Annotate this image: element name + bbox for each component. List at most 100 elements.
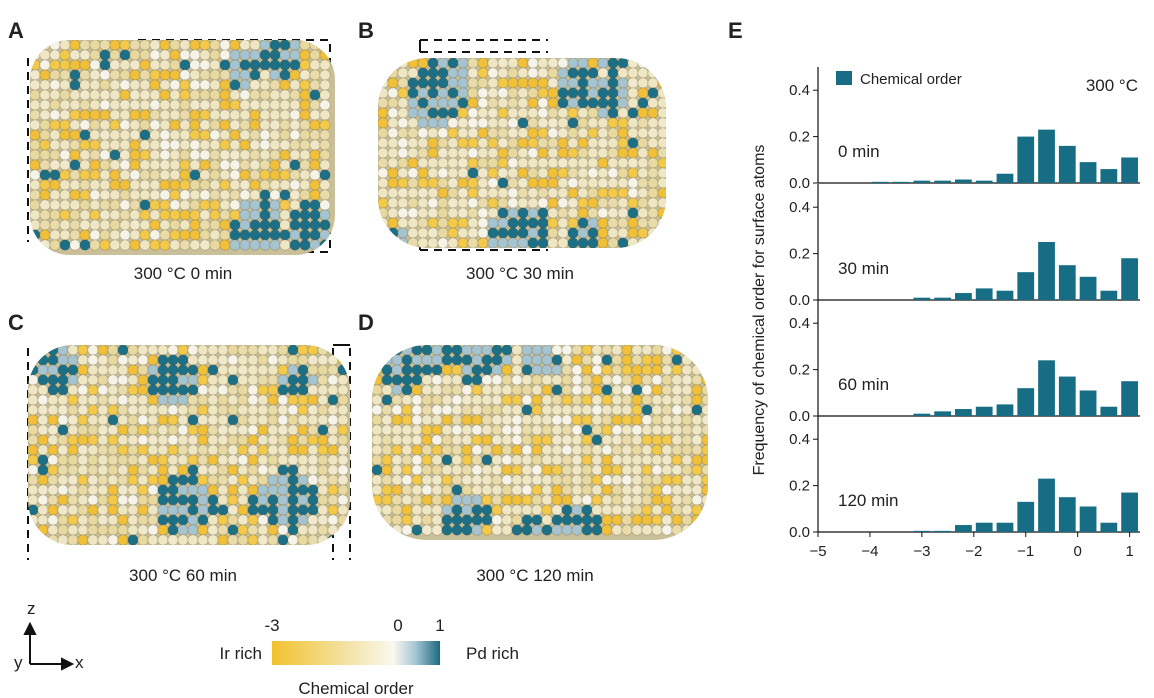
atom bbox=[69, 159, 81, 171]
atom bbox=[167, 454, 179, 466]
atom bbox=[249, 49, 261, 61]
atom bbox=[99, 79, 111, 91]
atom bbox=[441, 364, 453, 376]
atom bbox=[327, 424, 339, 436]
atom bbox=[481, 464, 493, 476]
atom bbox=[77, 504, 89, 516]
y-tick-label: 0.2 bbox=[789, 478, 810, 495]
atom bbox=[497, 127, 509, 139]
atom bbox=[527, 237, 539, 248]
atom bbox=[387, 227, 399, 239]
atom bbox=[647, 137, 659, 149]
atom bbox=[169, 129, 181, 141]
atom bbox=[237, 345, 249, 356]
atom bbox=[631, 364, 643, 376]
atom bbox=[217, 454, 229, 466]
atom bbox=[97, 414, 109, 426]
atom bbox=[337, 414, 349, 426]
atom bbox=[617, 127, 629, 139]
atom bbox=[501, 384, 513, 396]
atom bbox=[657, 117, 666, 129]
atom bbox=[378, 157, 389, 169]
atom bbox=[57, 414, 69, 426]
atom bbox=[547, 207, 559, 219]
bar bbox=[913, 530, 931, 532]
atom bbox=[109, 109, 121, 121]
atom bbox=[57, 424, 69, 436]
atom bbox=[511, 414, 523, 426]
atom bbox=[77, 384, 89, 396]
atom bbox=[597, 187, 609, 199]
atom bbox=[259, 109, 271, 121]
atom bbox=[30, 199, 41, 211]
atom bbox=[497, 227, 509, 239]
atom bbox=[147, 354, 159, 366]
atom bbox=[621, 474, 633, 486]
particle bbox=[372, 345, 708, 540]
atom bbox=[187, 434, 199, 446]
atom bbox=[47, 354, 59, 366]
atom bbox=[497, 217, 509, 229]
atom bbox=[177, 474, 189, 486]
atom bbox=[49, 139, 61, 151]
atom bbox=[97, 394, 109, 406]
atom bbox=[427, 207, 439, 219]
atom bbox=[378, 187, 389, 199]
atom bbox=[57, 484, 69, 496]
atom bbox=[591, 424, 603, 436]
atom bbox=[319, 59, 331, 71]
atom bbox=[279, 49, 291, 61]
atom bbox=[249, 129, 261, 141]
atom bbox=[431, 464, 443, 476]
atom bbox=[501, 454, 513, 466]
atom bbox=[627, 147, 639, 159]
atom bbox=[457, 97, 469, 109]
atom bbox=[487, 227, 499, 239]
atom bbox=[147, 444, 159, 456]
atom bbox=[129, 199, 141, 211]
atom bbox=[67, 464, 79, 476]
atom bbox=[127, 454, 139, 466]
atom bbox=[317, 394, 329, 406]
atom bbox=[319, 169, 331, 181]
atom bbox=[421, 414, 433, 426]
atom bbox=[169, 199, 181, 211]
atom bbox=[407, 207, 419, 219]
atom bbox=[39, 69, 51, 81]
atom bbox=[527, 58, 539, 69]
atom bbox=[117, 424, 129, 436]
atom bbox=[79, 59, 91, 71]
atom bbox=[129, 99, 141, 111]
atom bbox=[297, 494, 309, 506]
atom bbox=[337, 454, 349, 466]
atom bbox=[197, 345, 209, 356]
atom bbox=[561, 414, 573, 426]
atom bbox=[531, 504, 543, 516]
atom bbox=[541, 374, 553, 386]
atom bbox=[427, 97, 439, 109]
atom bbox=[557, 197, 569, 209]
atom bbox=[197, 474, 209, 486]
y-tick-label: 0.4 bbox=[789, 82, 810, 99]
atom bbox=[179, 119, 191, 131]
atom bbox=[547, 137, 559, 149]
atom bbox=[147, 424, 159, 436]
atom bbox=[567, 67, 579, 79]
atom bbox=[427, 157, 439, 169]
atom bbox=[299, 59, 311, 71]
atom bbox=[327, 504, 339, 516]
atom bbox=[257, 434, 269, 446]
atom bbox=[247, 484, 259, 496]
atom bbox=[28, 424, 39, 436]
atom bbox=[372, 374, 383, 386]
atom bbox=[28, 494, 39, 506]
atom bbox=[299, 209, 311, 221]
atom bbox=[607, 67, 619, 79]
atom bbox=[107, 414, 119, 426]
atom bbox=[119, 149, 131, 161]
atom bbox=[199, 189, 211, 201]
atom bbox=[681, 404, 693, 416]
atom bbox=[47, 424, 59, 436]
atom bbox=[447, 227, 459, 239]
bar bbox=[996, 290, 1014, 300]
